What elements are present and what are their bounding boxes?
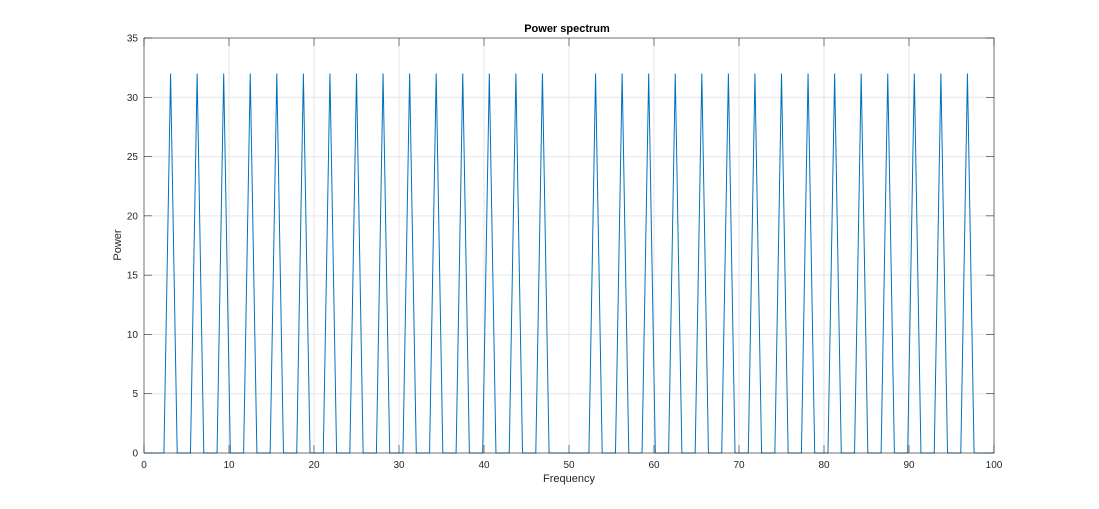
x-tick-label: 50: [563, 460, 575, 471]
x-tick-label: 60: [648, 460, 660, 471]
y-tick-label: 15: [127, 271, 139, 282]
y-tick-label: 10: [127, 330, 139, 341]
x-tick-label: 100: [986, 460, 1003, 471]
chart-title: Power spectrum: [524, 23, 610, 35]
axes: [143, 37, 995, 454]
y-tick-label: 25: [127, 152, 139, 163]
x-tick-label: 80: [818, 460, 830, 471]
tick-labels: 0 10 20 30 40 50 60 70 80 90 100 0 5 10 15 20 25 30 35: [127, 34, 1003, 472]
x-axis-label: Frequency: [543, 473, 595, 485]
y-tick-label: 20: [127, 211, 139, 222]
y-tick-label: 5: [132, 389, 138, 400]
x-tick-label: 20: [308, 460, 320, 471]
y-axis-label: Power: [112, 229, 124, 261]
y-tick-label: 0: [132, 449, 138, 460]
y-tick-label: 35: [127, 34, 139, 45]
y-tick-label: 30: [127, 93, 139, 104]
x-tick-label: 0: [141, 460, 147, 471]
x-tick-label: 90: [903, 460, 915, 471]
x-tick-label: 40: [478, 460, 490, 471]
x-tick-label: 10: [223, 460, 235, 471]
x-tick-label: 70: [733, 460, 745, 471]
x-tick-label: 30: [393, 460, 405, 471]
